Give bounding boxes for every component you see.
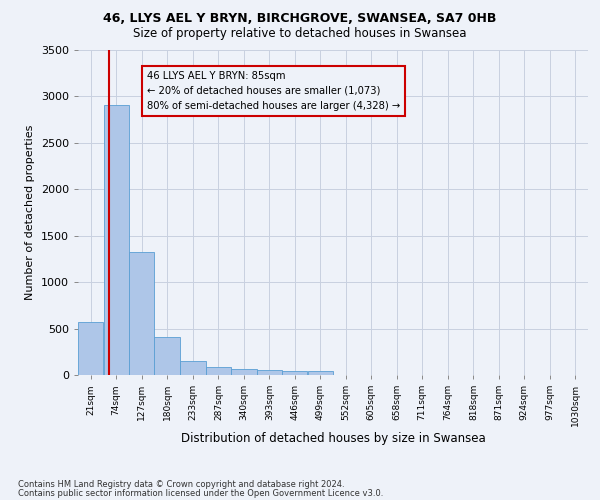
Bar bbox=[308, 372, 333, 375]
Bar bbox=[206, 366, 231, 375]
Text: Contains public sector information licensed under the Open Government Licence v3: Contains public sector information licen… bbox=[18, 488, 383, 498]
Bar bbox=[154, 337, 179, 375]
Bar bbox=[232, 369, 257, 375]
Bar bbox=[78, 322, 103, 375]
Text: 46 LLYS AEL Y BRYN: 85sqm
← 20% of detached houses are smaller (1,073)
80% of se: 46 LLYS AEL Y BRYN: 85sqm ← 20% of detac… bbox=[147, 71, 400, 110]
X-axis label: Distribution of detached houses by size in Swansea: Distribution of detached houses by size … bbox=[181, 432, 485, 444]
Y-axis label: Number of detached properties: Number of detached properties bbox=[25, 125, 35, 300]
Text: Contains HM Land Registry data © Crown copyright and database right 2024.: Contains HM Land Registry data © Crown c… bbox=[18, 480, 344, 489]
Bar bbox=[104, 105, 129, 375]
Bar bbox=[257, 370, 282, 375]
Text: Size of property relative to detached houses in Swansea: Size of property relative to detached ho… bbox=[133, 28, 467, 40]
Bar bbox=[282, 371, 307, 375]
Bar bbox=[129, 252, 154, 375]
Bar bbox=[180, 360, 206, 375]
Text: 46, LLYS AEL Y BRYN, BIRCHGROVE, SWANSEA, SA7 0HB: 46, LLYS AEL Y BRYN, BIRCHGROVE, SWANSEA… bbox=[103, 12, 497, 26]
